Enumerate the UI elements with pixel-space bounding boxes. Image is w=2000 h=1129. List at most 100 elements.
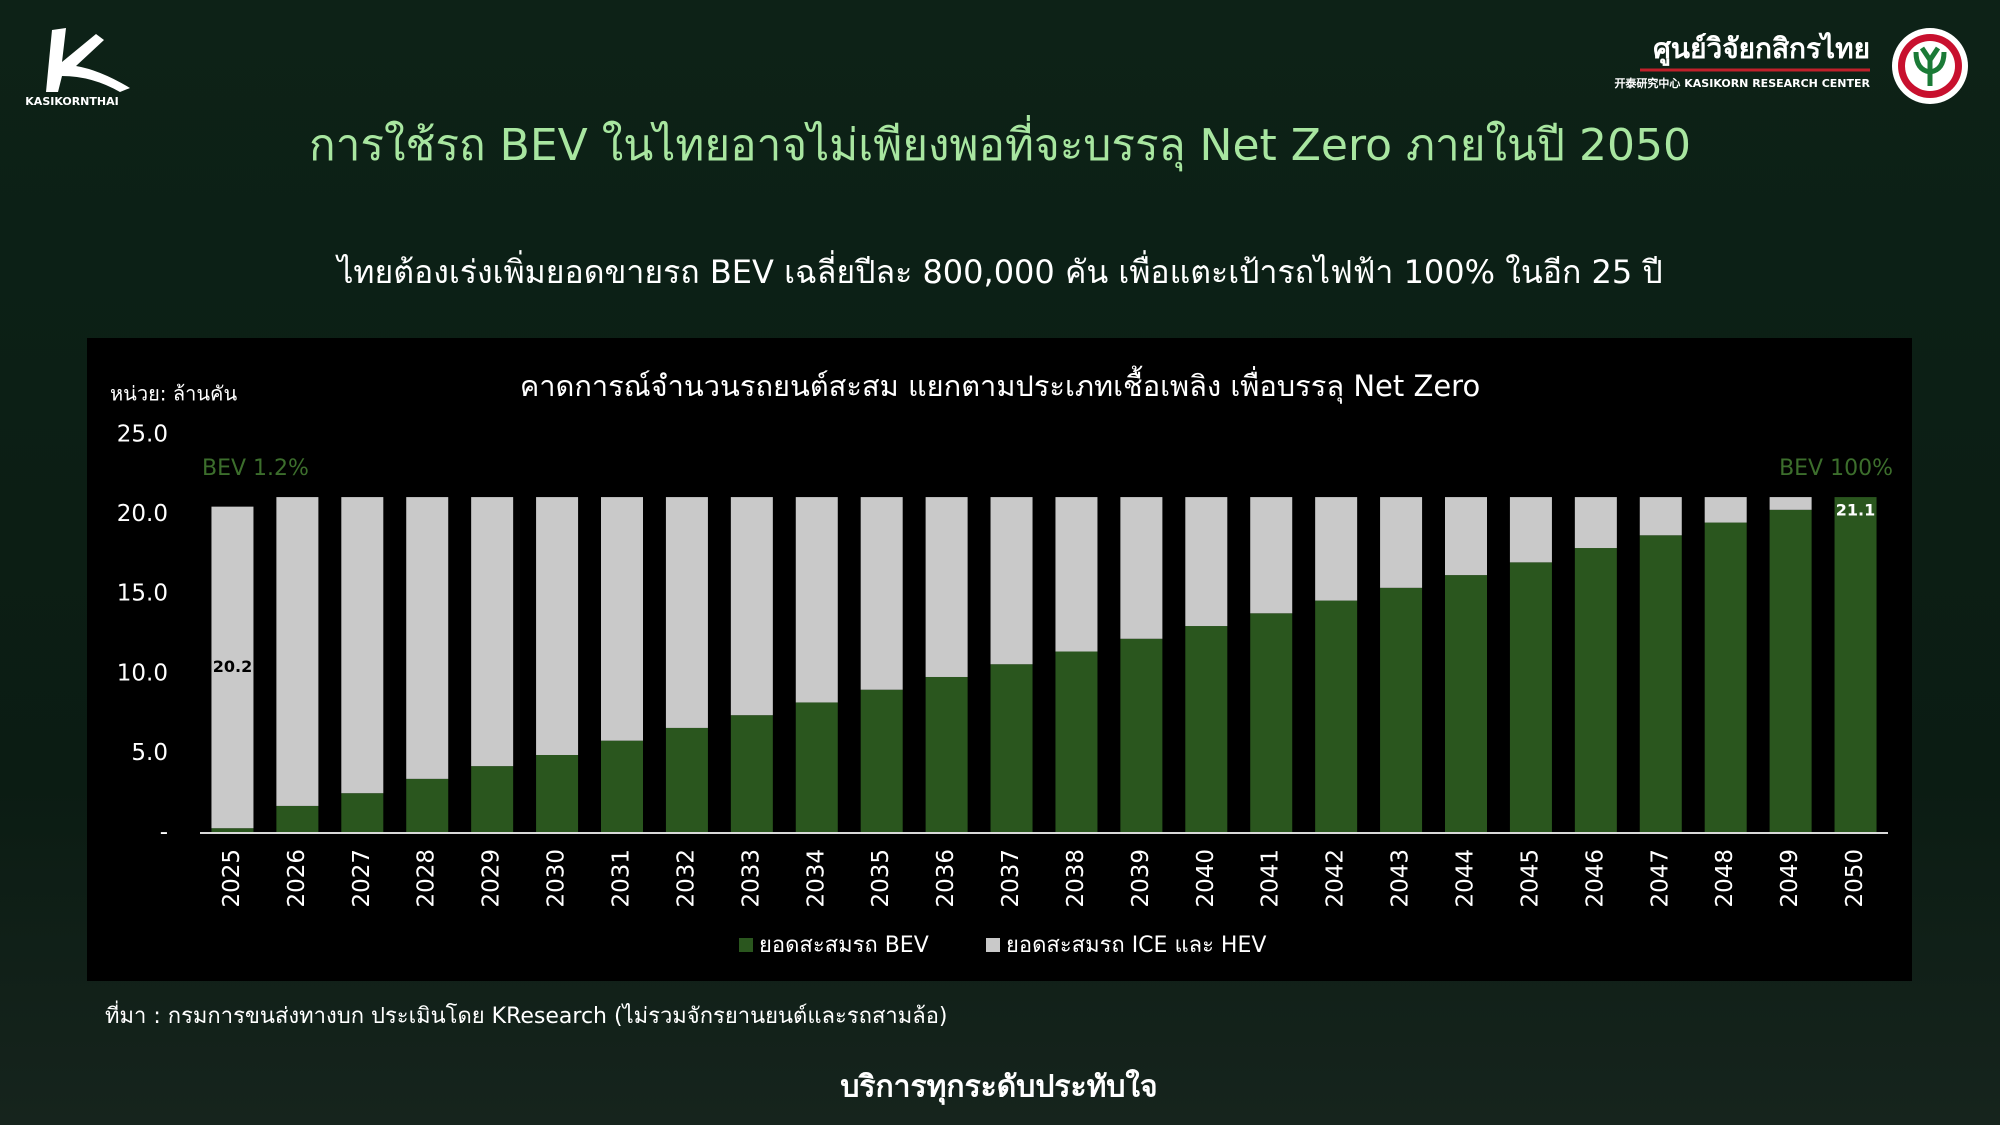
legend-label: ยอดสะสมรถ BEV — [759, 933, 929, 958]
x-tick-label: 2037 — [998, 849, 1024, 908]
bar-segment — [536, 754, 579, 833]
bar-segment — [1120, 638, 1163, 833]
bar-segment — [536, 497, 579, 755]
bar-segment — [211, 506, 254, 829]
bar-segment — [1185, 626, 1228, 833]
brand-logo — [46, 28, 130, 92]
slogan: บริการทุกระดับประทับใจ — [840, 1069, 1157, 1106]
x-tick-label: 2044 — [1453, 849, 1479, 908]
y-tick-label: 10.0 — [117, 660, 168, 686]
x-tick-label: 2028 — [414, 849, 440, 908]
bar-segment — [1509, 497, 1552, 563]
bar-segment — [1704, 522, 1747, 833]
research-center-th: ศูนย์วิจัยกสิกรไทย — [1653, 32, 1870, 66]
legend-swatch — [739, 938, 753, 952]
y-tick-label: 25.0 — [117, 422, 168, 448]
y-tick-label: - — [160, 820, 168, 846]
x-tick-label: 2035 — [868, 849, 894, 908]
x-tick-label: 2048 — [1712, 849, 1738, 908]
x-tick-label: 2050 — [1842, 849, 1868, 908]
bar-segment — [601, 497, 643, 741]
bar-segment — [990, 664, 1033, 833]
bar-segment — [925, 676, 968, 833]
kbank-logo-leaf — [1913, 46, 1947, 86]
x-tick-label: 2046 — [1582, 849, 1608, 908]
y-tick-label: 15.0 — [117, 581, 168, 607]
y-axis-unit: หน่วย: ล้านคัน — [110, 382, 237, 406]
bar-segment — [1380, 587, 1423, 833]
subheadline: ไทยต้องเร่งเพิ่มยอดขายรถ BEV เฉลี่ยปีละ … — [334, 250, 1662, 291]
x-tick-label: 2047 — [1647, 849, 1673, 908]
bar-segment — [1834, 497, 1877, 833]
x-tick-label: 2043 — [1388, 849, 1414, 908]
bar-segment — [471, 497, 514, 767]
x-tick-label: 2039 — [1128, 849, 1154, 908]
bar-segment — [1639, 535, 1682, 833]
bar-segment — [1250, 497, 1293, 614]
bar-segment — [211, 828, 254, 833]
bar-segment — [1509, 562, 1552, 833]
bar-segment — [925, 497, 968, 677]
bar-segment — [471, 766, 514, 833]
annotation: BEV 1.2% — [202, 456, 309, 481]
x-tick-label: 2025 — [219, 849, 245, 908]
bar-segment — [341, 497, 384, 794]
bar-segment — [1250, 613, 1293, 833]
bar-segment — [406, 497, 449, 779]
x-tick-label: 2045 — [1517, 849, 1543, 908]
bar-segment — [1639, 497, 1682, 536]
x-tick-label: 2033 — [738, 849, 764, 908]
bar-segment — [1445, 497, 1487, 576]
annotation: BEV 100% — [1779, 456, 1893, 481]
x-tick-label: 2040 — [1193, 849, 1219, 908]
bar-segment — [341, 793, 384, 833]
bar-segment — [860, 689, 903, 833]
bar-segment — [1120, 497, 1163, 639]
x-tick-label: 2031 — [609, 849, 635, 908]
bar-segment — [665, 727, 708, 833]
chart-title: คาดการณ์จำนวนรถยนต์สะสม แยกตามประเภทเชื้… — [520, 365, 1480, 404]
value-label: 20.2 — [213, 657, 252, 676]
bar-segment — [1769, 497, 1812, 510]
bar-segment — [601, 740, 643, 833]
bar-segment — [1445, 575, 1487, 833]
bar-segment — [990, 497, 1033, 665]
x-tick-label: 2032 — [673, 849, 699, 908]
bar-segment — [795, 702, 838, 833]
y-tick-label: 5.0 — [131, 740, 168, 766]
value-label: 21.1 — [1836, 501, 1875, 520]
bar-segment — [1185, 497, 1228, 627]
bar-segment — [276, 805, 319, 833]
bar-segment — [1704, 497, 1747, 523]
legend-swatch — [986, 938, 1000, 952]
source: ที่มา : กรมการขนส่งทางบก ประเมินโดย KRes… — [105, 1000, 948, 1029]
y-tick-label: 20.0 — [117, 501, 168, 527]
bar-segment — [1574, 548, 1617, 833]
bar-segment — [1769, 509, 1812, 833]
x-tick-label: 2036 — [933, 849, 959, 908]
x-tick-label: 2029 — [479, 849, 505, 908]
headline: การใช้รถ BEV ในไทยอาจไม่เพียงพอที่จะบรรล… — [309, 114, 1691, 172]
bar-segment — [1055, 497, 1098, 652]
bar-segment — [406, 778, 449, 833]
bar-segment — [1380, 497, 1423, 588]
bar-segment — [730, 497, 773, 716]
x-tick-label: 2030 — [544, 849, 570, 908]
x-tick-label: 2027 — [349, 849, 375, 908]
bar-segment — [860, 497, 903, 690]
bar-segment — [1315, 600, 1358, 833]
x-tick-label: 2042 — [1323, 849, 1349, 908]
bar-segment — [1315, 497, 1358, 601]
bar-segment — [1574, 497, 1617, 549]
x-tick-label: 2026 — [284, 849, 310, 908]
bar-segment — [730, 715, 773, 833]
x-tick-label: 2041 — [1258, 849, 1284, 908]
bar-segment — [795, 497, 838, 703]
legend-label: ยอดสะสมรถ ICE และ HEV — [1006, 933, 1266, 958]
x-tick-label: 2049 — [1777, 849, 1803, 908]
bar-segment — [665, 497, 708, 728]
bar-segment — [1055, 651, 1098, 833]
brand-name: KASIKORNTHAI — [25, 95, 118, 108]
